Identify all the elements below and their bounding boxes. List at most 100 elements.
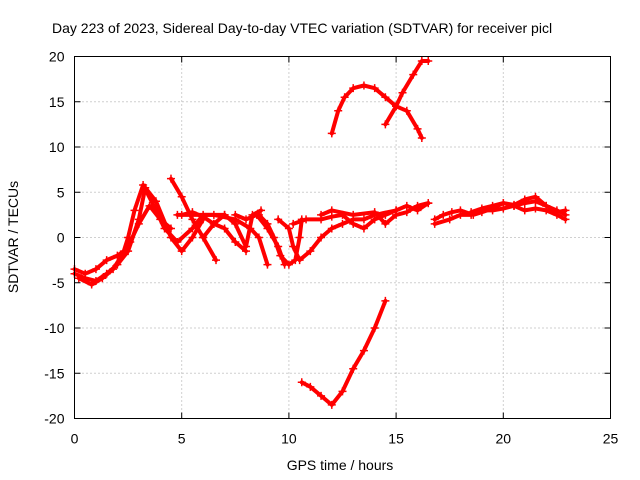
- data-point: [499, 199, 508, 208]
- data-point: [231, 219, 240, 228]
- data-point: [297, 378, 306, 387]
- data-point: [359, 215, 368, 224]
- data-point: [242, 247, 251, 256]
- series-track-mid-a: [166, 174, 221, 265]
- data-point: [349, 219, 358, 228]
- data-point: [91, 265, 100, 274]
- data-point: [274, 215, 283, 224]
- y-tick-label: 10: [49, 139, 65, 155]
- x-tick-label: 15: [388, 431, 404, 447]
- y-tick-label: -10: [44, 320, 64, 336]
- data-point: [109, 265, 118, 274]
- data-point: [370, 215, 379, 224]
- data-point: [349, 364, 358, 373]
- data-point: [254, 233, 263, 242]
- data-point: [439, 210, 448, 219]
- data-point: [531, 192, 540, 201]
- x-tick-label: 25: [603, 431, 619, 447]
- data-point: [338, 219, 347, 228]
- data-point: [413, 201, 422, 210]
- series-line: [72, 183, 227, 276]
- series-track-mid-d: [177, 208, 251, 256]
- data-point: [338, 387, 347, 396]
- data-point: [177, 210, 186, 219]
- data-point: [317, 391, 326, 400]
- data-point: [417, 133, 426, 142]
- data-point: [424, 57, 433, 66]
- data-point: [209, 219, 218, 228]
- axis-ticks: 0 5 10 15 20 25 -20 -15 -10 -5 0 5 10 15 20: [44, 49, 618, 447]
- data-point: [370, 208, 379, 217]
- data-point: [402, 106, 411, 115]
- data-series: [70, 57, 570, 409]
- data-point: [349, 210, 358, 219]
- data-point: [392, 210, 401, 219]
- data-point: [269, 233, 278, 242]
- y-tick-label: -20: [44, 411, 64, 427]
- data-point: [188, 208, 197, 217]
- x-tick-label: 5: [178, 431, 186, 447]
- data-point: [359, 224, 368, 233]
- data-point: [295, 233, 304, 242]
- x-tick-label: 0: [71, 431, 79, 447]
- data-point: [284, 224, 293, 233]
- data-point: [467, 208, 476, 217]
- data-point: [402, 208, 411, 217]
- data-point: [139, 181, 148, 190]
- data-point: [447, 208, 456, 217]
- series-line: [76, 203, 173, 287]
- data-point: [156, 215, 165, 224]
- y-axis-title: SDTVAR / TECUs: [5, 181, 21, 293]
- data-point: [126, 238, 135, 247]
- data-point: [520, 206, 529, 215]
- series-track-mid-i: [317, 199, 433, 228]
- data-point: [284, 260, 293, 269]
- data-point: [134, 219, 143, 228]
- data-point: [276, 251, 285, 260]
- y-tick-label: 5: [57, 184, 65, 200]
- series-track-mid-g: [274, 206, 401, 265]
- series-track-low-start-2: [70, 181, 229, 278]
- data-point: [398, 88, 407, 97]
- data-point: [381, 219, 390, 228]
- y-tick-label: 15: [49, 94, 65, 110]
- data-point: [327, 206, 336, 215]
- data-point: [98, 274, 107, 283]
- data-point: [317, 233, 326, 242]
- data-point: [199, 212, 208, 221]
- y-tick-label: 0: [57, 230, 65, 246]
- data-point: [188, 224, 197, 233]
- data-point: [370, 324, 379, 332]
- data-point: [306, 247, 315, 256]
- data-point: [257, 206, 266, 215]
- series-line: [299, 298, 388, 407]
- y-tick-label: -5: [52, 275, 65, 291]
- data-point: [359, 81, 368, 90]
- data-point: [263, 219, 272, 228]
- data-point: [117, 251, 126, 260]
- data-point: [242, 215, 251, 224]
- data-point: [392, 102, 401, 111]
- series-track-deep-dip: [297, 296, 390, 409]
- data-point: [552, 208, 561, 217]
- data-point: [212, 256, 221, 265]
- data-point: [456, 206, 465, 215]
- y-tick-label: -15: [44, 365, 64, 381]
- data-point: [488, 201, 497, 210]
- data-point: [327, 400, 336, 409]
- data-point: [327, 224, 336, 233]
- data-point: [445, 215, 454, 224]
- data-point: [166, 174, 175, 183]
- data-point: [542, 201, 551, 210]
- data-point: [263, 260, 272, 269]
- data-point: [334, 106, 343, 115]
- y-tick-label: 20: [49, 49, 65, 65]
- data-point: [289, 242, 298, 251]
- data-point: [327, 129, 336, 138]
- x-tick-label: 20: [496, 431, 512, 447]
- data-point: [381, 210, 390, 219]
- chart-title: Day 223 of 2023, Sidereal Day-to-day VTE…: [52, 20, 552, 36]
- data-point: [381, 93, 390, 102]
- data-point: [220, 210, 229, 219]
- series-track-high-arc: [327, 81, 426, 142]
